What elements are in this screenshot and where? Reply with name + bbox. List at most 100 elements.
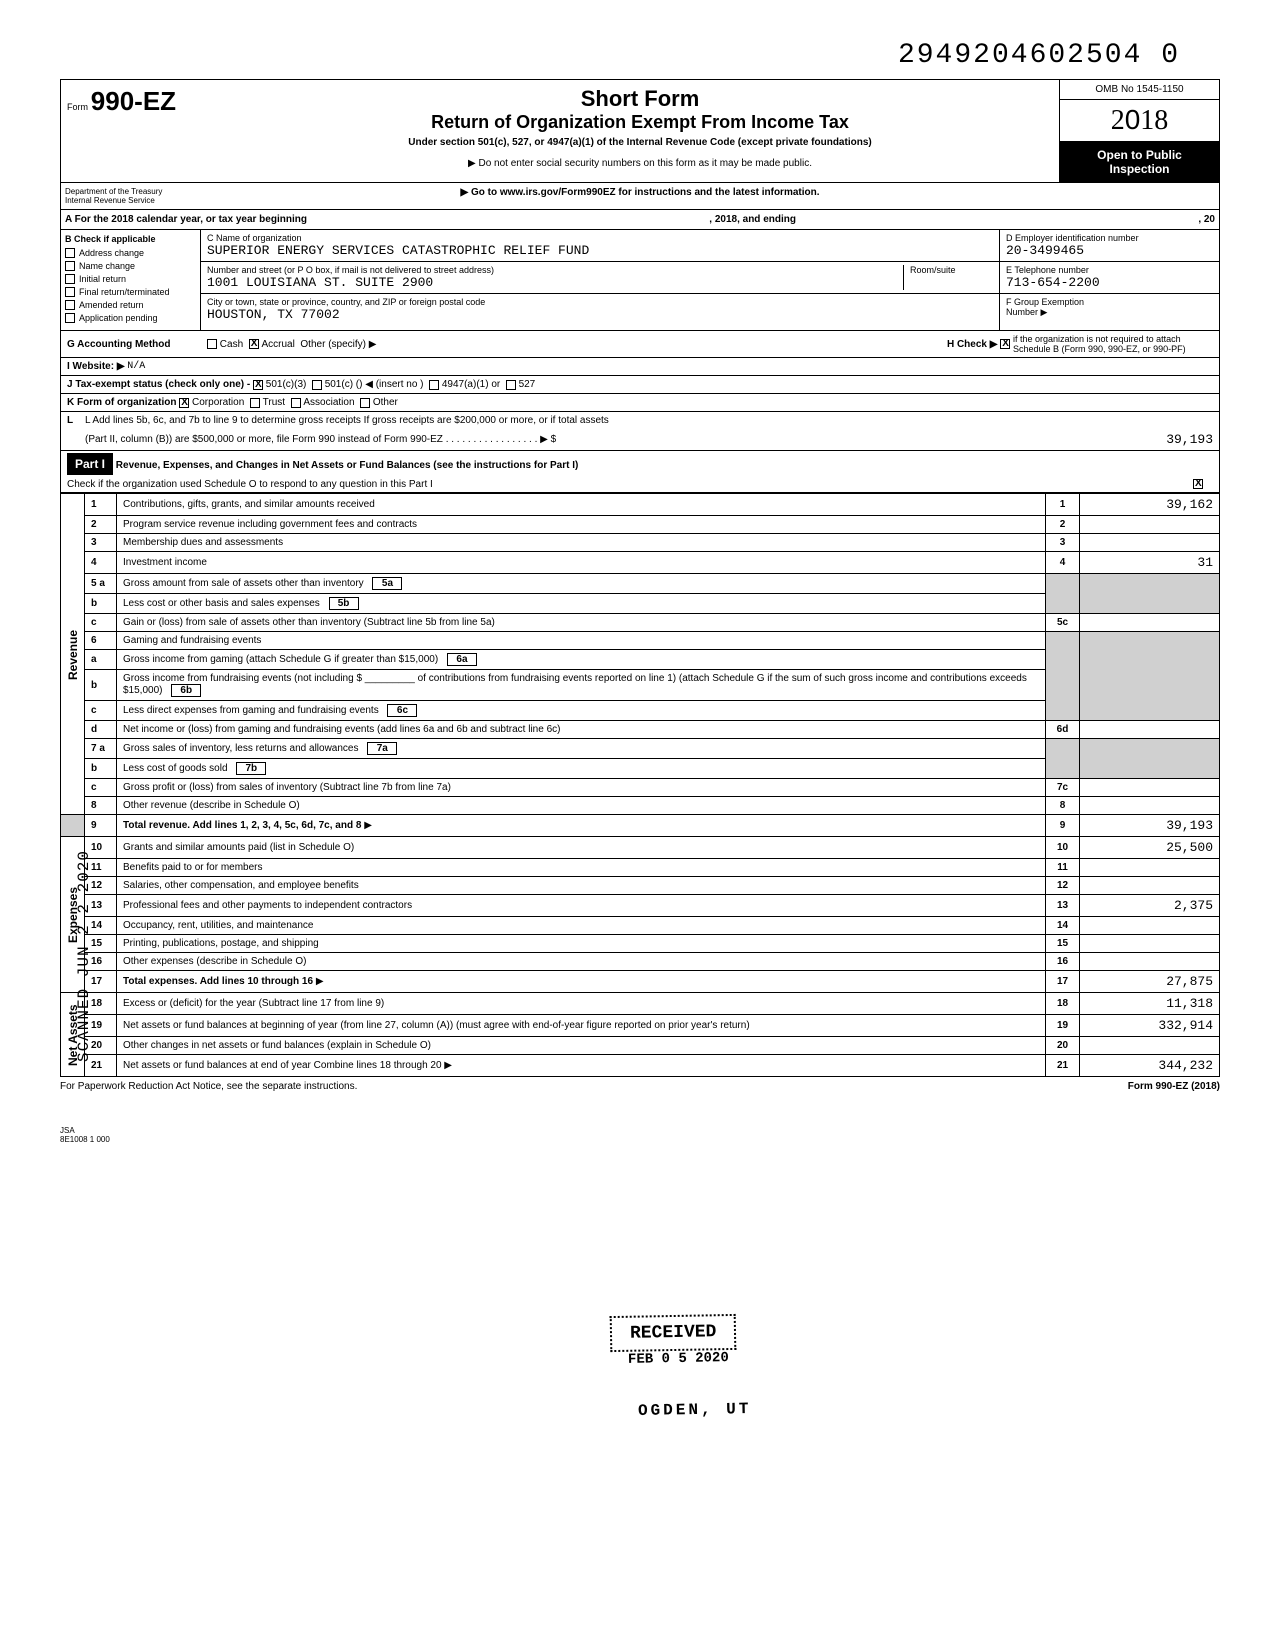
check-address-change[interactable] (65, 248, 75, 258)
subtext-1: ▶ Do not enter social security numbers o… (227, 158, 1053, 169)
line-6d-desc: Net income or (loss) from gaming and fun… (123, 724, 560, 735)
ein-label: D Employer identification number (1006, 233, 1213, 243)
tel-label: E Telephone number (1006, 265, 1213, 275)
line-18-value: 11,318 (1080, 993, 1220, 1015)
line-K-label: K Form of organization (67, 397, 176, 408)
line-6-desc: Gaming and fundraising events (123, 635, 261, 646)
line-5a-desc: Gross amount from sale of assets other t… (123, 578, 364, 589)
form-title: Return of Organization Exempt From Incom… (227, 112, 1053, 133)
label-insert: ) ◀ (insert no ) (359, 379, 423, 390)
line-7c-desc: Gross profit or (loss) from sales of inv… (123, 782, 451, 793)
received-date-stamp: FEB 0 5 2020 (610, 1344, 747, 1374)
check-amended[interactable] (65, 300, 75, 310)
line-11-desc: Benefits paid to or for members (123, 862, 263, 873)
line-8-desc: Other revenue (describe in Schedule O) (123, 800, 300, 811)
line-15-desc: Printing, publications, postage, and shi… (123, 938, 319, 949)
city-label: City or town, state or province, country… (207, 297, 993, 307)
omb-number: OMB No 1545-1150 (1059, 80, 1219, 100)
check-assoc[interactable] (291, 398, 301, 408)
line-6a-desc: Gross income from gaming (attach Schedul… (123, 654, 438, 665)
top-number: 2949204602504 0 (60, 40, 1220, 71)
line-13-value: 2,375 (1080, 895, 1220, 917)
label-527: 527 (519, 379, 536, 390)
jsa-block: JSA 8E1008 1 000 (60, 1126, 1220, 1144)
check-other-org[interactable] (360, 398, 370, 408)
line-4-desc: Investment income (123, 557, 207, 568)
check-corp[interactable] (179, 398, 189, 408)
check-4947[interactable] (429, 380, 439, 390)
label-initial-return: Initial return (79, 274, 126, 284)
check-trust[interactable] (250, 398, 260, 408)
line-7b-desc: Less cost of goods sold (123, 763, 228, 774)
inspection-banner: Open to Public Inspection (1059, 142, 1219, 182)
line-L-text1: L Add lines 5b, 6c, and 7b to line 9 to … (85, 415, 609, 426)
line-21-value: 344,232 (1080, 1055, 1220, 1077)
check-H[interactable] (1000, 339, 1010, 349)
label-corp: Corporation (192, 397, 244, 408)
label-other-method: Other (specify) ▶ (300, 339, 376, 350)
form-number: 990-EZ (91, 86, 176, 116)
check-schedule-o[interactable] (1193, 479, 1203, 489)
line-G-label: G Accounting Method (67, 339, 207, 350)
line-H-text: if the organization is not required to a… (1013, 334, 1213, 354)
addr-value: 1001 LOUISIANA ST. SUITE 2900 (207, 275, 903, 290)
line-9-desc: Total revenue. Add lines 1, 2, 3, 4, 5c,… (123, 820, 361, 831)
rows-block: G Accounting Method Cash Accrual Other (… (60, 331, 1220, 451)
label-name-change: Name change (79, 261, 135, 271)
header-block: Form 990-EZ Short Form Return of Organiz… (60, 79, 1220, 183)
line-5b-desc: Less cost or other basis and sales expen… (123, 598, 320, 609)
group-label2: Number ▶ (1006, 307, 1213, 318)
label-501c3: 501(c)(3) (266, 379, 307, 390)
label-4947: 4947(a)(1) or (442, 379, 500, 390)
part-1-title: Revenue, Expenses, and Changes in Net As… (116, 460, 579, 471)
check-pending[interactable] (65, 313, 75, 323)
label-other-org: Other (373, 397, 398, 408)
label-accrual: Accrual (261, 339, 294, 350)
line-20-desc: Other changes in net assets or fund bala… (123, 1040, 431, 1051)
org-name-value: SUPERIOR ENERGY SERVICES CATASTROPHIC RE… (207, 243, 993, 258)
line-13-desc: Professional fees and other payments to … (123, 900, 412, 911)
footer-left: For Paperwork Reduction Act Notice, see … (60, 1081, 357, 1092)
footer-right: Form 990-EZ (2018) (1128, 1081, 1220, 1092)
check-527[interactable] (506, 380, 516, 390)
line-I-label: I Website: ▶ (67, 361, 125, 372)
line-L-text2: (Part II, column (B)) are $500,000 or mo… (85, 434, 556, 445)
group-label: F Group Exemption (1006, 297, 1213, 307)
room-label: Room/suite (910, 265, 993, 275)
dept-row: Department of the Treasury Internal Reve… (60, 183, 1220, 210)
line-4-value: 31 (1080, 552, 1220, 574)
line-6c-desc: Less direct expenses from gaming and fun… (123, 705, 379, 716)
line-1-value: 39,162 (1080, 494, 1220, 516)
line-17-desc: Total expenses. Add lines 10 through 16 (123, 976, 313, 987)
check-final-return[interactable] (65, 287, 75, 297)
check-501c3[interactable] (253, 380, 263, 390)
goto-link: ▶ Go to www.irs.gov/Form990EZ for instru… (221, 183, 1059, 209)
form-label: Form (67, 102, 88, 112)
tax-year: 20201818 (1059, 100, 1219, 142)
line-H-label: H Check ▶ (947, 339, 997, 350)
line-1-desc: Contributions, gifts, grants, and simila… (123, 499, 375, 510)
label-final-return: Final return/terminated (79, 287, 170, 297)
check-501c[interactable] (312, 380, 322, 390)
label-address-change: Address change (79, 248, 144, 258)
check-initial-return[interactable] (65, 274, 75, 284)
line-7a-desc: Gross sales of inventory, less returns a… (123, 743, 358, 754)
line-5c-desc: Gain or (loss) from sale of assets other… (123, 617, 495, 628)
footer: For Paperwork Reduction Act Notice, see … (60, 1077, 1220, 1096)
line-3-desc: Membership dues and assessments (123, 537, 283, 548)
line-19-value: 332,914 (1080, 1015, 1220, 1037)
check-name-change[interactable] (65, 261, 75, 271)
city-value: HOUSTON, TX 77002 (207, 307, 993, 322)
check-cash[interactable] (207, 339, 217, 349)
line-17-value: 27,875 (1080, 971, 1220, 993)
irs-label: Internal Revenue Service (65, 196, 217, 205)
line-21-desc: Net assets or fund balances at end of ye… (123, 1060, 442, 1071)
label-pending: Application pending (79, 313, 158, 323)
check-accrual[interactable] (249, 339, 259, 349)
received-stamp: RECEIVED (610, 1314, 737, 1352)
part-1-header: Part I Revenue, Expenses, and Changes in… (60, 451, 1220, 493)
section-revenue: Revenue (61, 494, 85, 815)
dept-treasury: Department of the Treasury (65, 187, 217, 196)
line-J-label: J Tax-exempt status (check only one) - (67, 379, 250, 390)
main-table: Revenue 1 Contributions, gifts, grants, … (60, 493, 1220, 1077)
